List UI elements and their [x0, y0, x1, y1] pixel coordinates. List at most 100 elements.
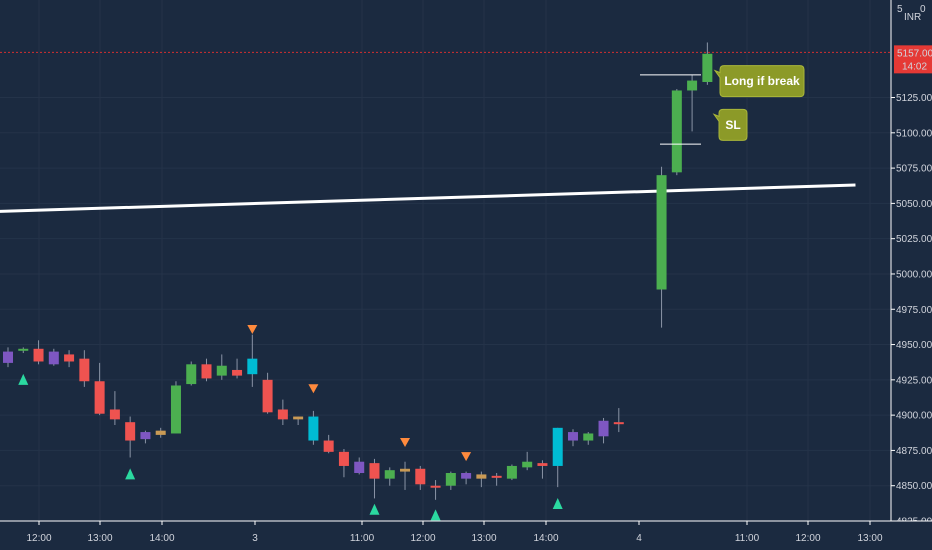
- sell-signal-triangle: [400, 437, 411, 447]
- candle-body: [613, 422, 624, 425]
- price-axis[interactable]: 50INR4825.004850.004875.004900.004925.00…: [890, 0, 932, 550]
- candle: [491, 473, 502, 486]
- candle-body: [522, 461, 533, 468]
- sell-signal-triangle: [461, 452, 472, 462]
- y-tick-label: 5125.00: [896, 93, 932, 104]
- candle-body: [598, 420, 609, 437]
- candle: [671, 89, 682, 176]
- candle-body: [186, 364, 197, 385]
- candle-body: [140, 432, 151, 440]
- candle: [369, 458, 380, 499]
- axis-header-digit: 0: [920, 4, 926, 15]
- candle-body: [445, 473, 456, 486]
- x-tick-label: 3: [252, 533, 258, 544]
- candle-body: [687, 80, 698, 91]
- x-tick-label: 12:00: [26, 533, 51, 544]
- candle-body: [656, 175, 667, 290]
- candle-body: [567, 432, 578, 441]
- candle-body: [491, 475, 502, 478]
- candle: [702, 42, 713, 85]
- candle: [308, 410, 319, 445]
- candle-body: [702, 53, 713, 82]
- y-tick-label: 5050.00: [896, 199, 932, 210]
- candle-body: [583, 433, 594, 441]
- candle: [109, 391, 120, 426]
- buy-signal-triangle: [18, 373, 29, 385]
- candle-body: [247, 358, 258, 375]
- callout-box[interactable]: [713, 65, 805, 98]
- candle: [461, 471, 472, 485]
- candle: [18, 347, 29, 354]
- callout-box[interactable]: [712, 108, 748, 141]
- candle-body: [155, 430, 166, 435]
- candle: [384, 467, 395, 486]
- y-tick-label: 5100.00: [896, 128, 932, 139]
- candle-body: [201, 364, 212, 379]
- y-tick-label: 4975.00: [896, 305, 932, 316]
- candle-body: [323, 440, 334, 452]
- candle: [186, 361, 197, 386]
- price-axis-background: [891, 0, 932, 550]
- buy-signal-triangle: [552, 498, 563, 510]
- candle: [293, 416, 304, 426]
- candle: [48, 348, 59, 366]
- candle: [552, 427, 563, 488]
- candle-body: [537, 463, 548, 466]
- candle-body: [232, 369, 243, 376]
- candle: [445, 471, 456, 490]
- candle: [201, 358, 212, 382]
- current-price-label: 5157.00: [897, 48, 932, 59]
- candle: [506, 464, 517, 481]
- y-tick-label: 5000.00: [896, 269, 932, 280]
- trendline[interactable]: [0, 183, 856, 213]
- candle-body: [94, 381, 105, 414]
- buy-signal-triangle: [430, 509, 441, 521]
- candle: [567, 429, 578, 447]
- candle-body: [506, 465, 517, 479]
- candle-body: [262, 379, 273, 413]
- x-tick-label: 12:00: [410, 533, 435, 544]
- candle: [232, 358, 243, 379]
- candle: [583, 432, 594, 445]
- grid: [0, 0, 891, 521]
- annotations[interactable]: Long if break SL: [640, 65, 805, 145]
- candle-body: [430, 485, 441, 488]
- candle: [476, 471, 487, 488]
- candle: [537, 460, 548, 479]
- candle-body: [293, 416, 304, 420]
- candle-body: [476, 474, 487, 479]
- x-tick-label: 13:00: [87, 533, 112, 544]
- candle: [94, 362, 105, 416]
- candle-body: [461, 473, 472, 479]
- candle: [125, 416, 136, 458]
- callout-label: Long if break: [724, 74, 800, 88]
- buy-signal-triangle: [125, 468, 136, 480]
- currency-label: INR: [904, 12, 921, 23]
- candle: [598, 417, 609, 444]
- candle-body: [671, 90, 682, 173]
- time-axis[interactable]: 12:00 13:00 14:00 3 11:00 12:00 13:00 14:00 4 11:…: [0, 520, 932, 550]
- candle: [323, 434, 334, 454]
- candles: [3, 42, 713, 500]
- candle: [140, 430, 151, 444]
- candle-body: [109, 409, 120, 420]
- x-tick-label: 4: [636, 533, 642, 544]
- x-tick-label: 11:00: [735, 533, 760, 544]
- sell-signal-triangle: [308, 384, 319, 394]
- candle-body: [170, 385, 181, 434]
- candle-countdown-label: 14:02: [902, 61, 927, 72]
- candle-body: [18, 348, 29, 351]
- candle: [400, 461, 411, 490]
- trendline-white[interactable]: [0, 183, 856, 213]
- candle-body: [415, 468, 426, 485]
- candle-body: [400, 468, 411, 472]
- y-tick-label: 4850.00: [896, 481, 932, 492]
- y-tick-label: 4925.00: [896, 375, 932, 386]
- candle: [613, 408, 624, 433]
- candle-body: [308, 416, 319, 441]
- x-tick-label: 14:00: [533, 533, 558, 544]
- axis-header-digit: 5: [897, 4, 903, 15]
- candle: [155, 427, 166, 438]
